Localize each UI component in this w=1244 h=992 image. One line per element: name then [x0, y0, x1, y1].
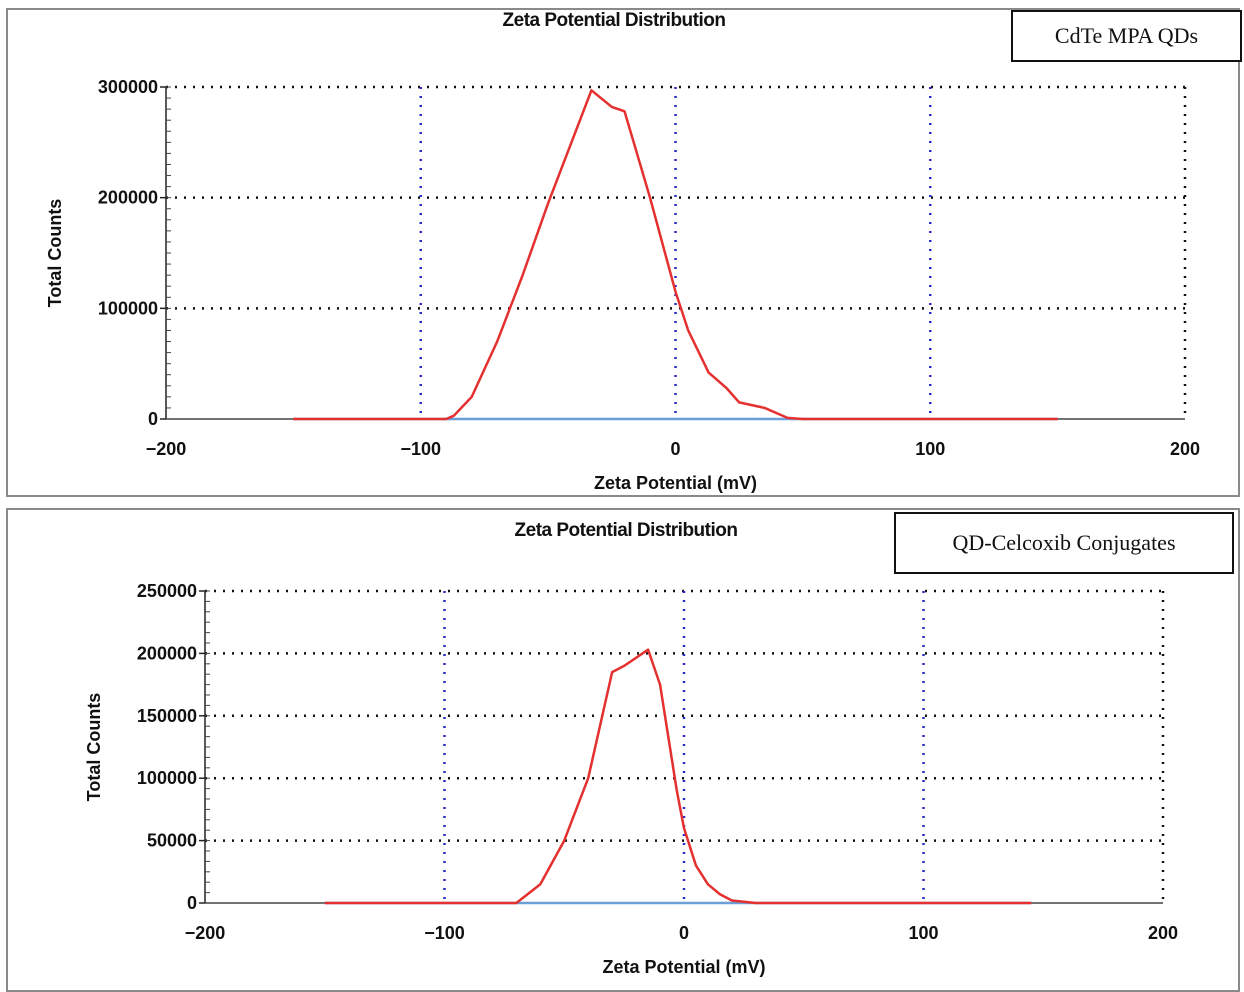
- series-line: [293, 89, 1058, 421]
- chart-frame: [6, 8, 1240, 497]
- y-tick-label: 0: [148, 409, 158, 429]
- x-tick-label: 100: [915, 439, 945, 459]
- y-axis-title: Total Counts: [45, 199, 65, 308]
- chart-title: Zeta Potential Distribution: [502, 10, 726, 31]
- x-tick-label: 200: [1170, 439, 1200, 459]
- x-tick-label: −100: [424, 923, 465, 943]
- series-line: [324, 648, 1032, 905]
- x-tick-label: −200: [146, 439, 187, 459]
- y-tick-label: 300000: [98, 77, 158, 97]
- chart-frame: [6, 508, 1240, 992]
- y-tick-label: 200000: [137, 643, 197, 663]
- x-tick-label: 0: [679, 923, 689, 943]
- sample-label-box: CdTe MPA QDs: [1011, 10, 1242, 62]
- y-tick-label: 50000: [147, 831, 197, 851]
- y-tick-label: 150000: [137, 706, 197, 726]
- x-tick-label: 100: [908, 923, 938, 943]
- y-tick-label: 0: [187, 893, 197, 913]
- y-tick-label: 100000: [137, 768, 197, 788]
- x-axis-title: Zeta Potential (mV): [594, 473, 757, 493]
- chart-title: Zeta Potential Distribution: [514, 520, 738, 541]
- chart-plot: 0 50000 100000 150000 200000 250000 −200 −100 0 1…: [84, 581, 1178, 977]
- x-tick-label: 0: [670, 439, 680, 459]
- chart-panel-conjugates: Zeta Potential Distribution QD-Celcoxib …: [0, 504, 1244, 992]
- x-tick-label: −200: [185, 923, 226, 943]
- y-tick-label: 200000: [98, 188, 158, 208]
- chart-plot: 0 100000 200000 300000 −200 −100 0 100 200 Zeta P…: [45, 77, 1200, 493]
- x-tick-label: −100: [400, 439, 441, 459]
- x-tick-label: 200: [1148, 923, 1178, 943]
- chart-panel-cdte: Zeta Potential Distribution CdTe MPA QDs…: [6, 8, 1242, 497]
- y-tick-label: 250000: [137, 581, 197, 601]
- x-axis-title: Zeta Potential (mV): [602, 957, 765, 977]
- y-tick-label: 100000: [98, 298, 158, 318]
- y-axis-title: Total Counts: [84, 693, 104, 802]
- sample-label-box: QD-Celcoxib Conjugates: [894, 512, 1234, 574]
